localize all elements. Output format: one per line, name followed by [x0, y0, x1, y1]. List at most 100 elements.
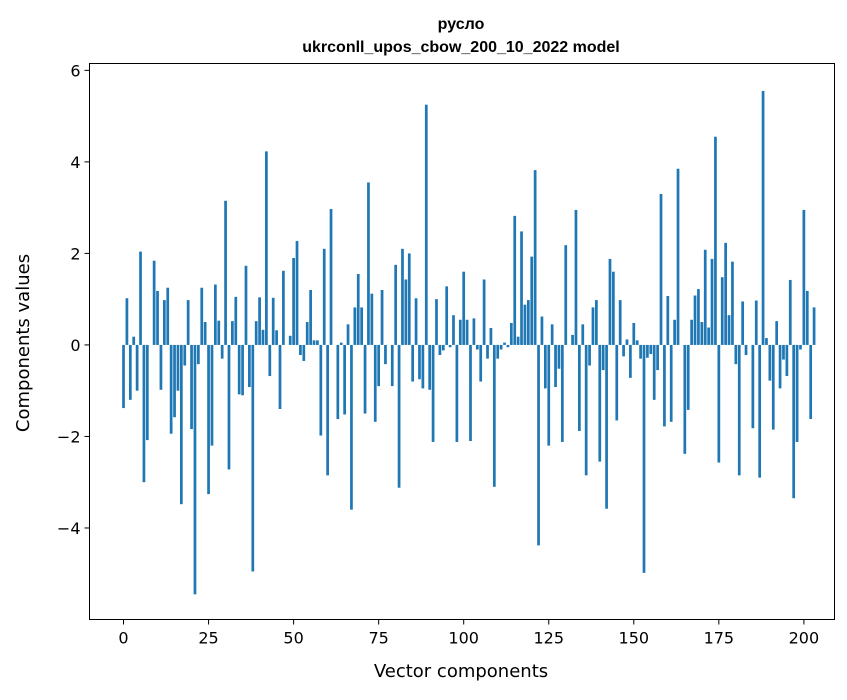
x-tick-label: 50	[283, 629, 303, 648]
bar-197	[792, 345, 795, 498]
x-tick-label: 75	[368, 629, 388, 648]
bar-59	[323, 249, 326, 345]
bar-6	[143, 345, 146, 482]
bar-57	[316, 340, 319, 345]
x-tick-label: 175	[704, 629, 735, 648]
bar-52	[299, 345, 302, 355]
bar-19	[187, 300, 190, 345]
bar-174	[714, 137, 717, 345]
bar-189	[765, 338, 768, 345]
bar-87	[418, 345, 421, 379]
bar-117	[520, 231, 523, 344]
bar-145	[615, 345, 618, 421]
x-tick-label: 200	[789, 629, 820, 648]
bar-173	[711, 259, 714, 345]
bar-0	[122, 345, 125, 408]
bar-30	[224, 201, 227, 345]
bar-193	[779, 345, 782, 388]
bar-150	[632, 323, 635, 345]
bar-79	[391, 345, 394, 386]
bar-192	[775, 321, 778, 345]
bar-40	[258, 297, 261, 345]
bar-86	[415, 298, 418, 345]
y-tick-label: −4	[57, 519, 81, 538]
bar-128	[558, 345, 561, 369]
bar-69	[357, 274, 360, 345]
bar-114	[510, 323, 513, 345]
bar-25	[207, 345, 210, 494]
bar-149	[629, 345, 632, 378]
bar-81	[398, 345, 401, 488]
bar-127	[554, 345, 557, 387]
bar-56	[313, 340, 316, 345]
bar-116	[517, 337, 520, 345]
bar-144	[612, 272, 615, 345]
bar-190	[769, 345, 772, 381]
bar-199	[799, 345, 802, 350]
bar-176	[721, 277, 724, 345]
y-tick-label: 0	[70, 336, 80, 355]
bar-151	[636, 340, 639, 345]
bar-196	[789, 280, 792, 345]
bar-50	[292, 258, 295, 345]
bar-115	[513, 216, 516, 345]
bar-98	[456, 345, 459, 442]
bar-2	[129, 345, 132, 400]
bar-60	[326, 345, 329, 475]
bar-106	[483, 279, 486, 344]
y-tick-label: −2	[57, 427, 81, 446]
bar-75	[377, 345, 380, 386]
bar-26	[211, 345, 214, 446]
x-tick-label: 100	[448, 629, 479, 648]
bar-24	[204, 322, 207, 345]
bar-146	[619, 300, 622, 345]
bar-29	[221, 345, 224, 359]
bar-186	[755, 301, 758, 345]
bar-45	[275, 330, 278, 345]
bar-118	[524, 305, 527, 345]
bar-191	[772, 345, 775, 430]
bar-55	[309, 290, 312, 345]
bar-139	[595, 300, 598, 345]
bar-76	[381, 290, 384, 345]
x-axis-label: Vector components	[374, 661, 548, 682]
bar-36	[245, 266, 248, 345]
bar-167	[690, 320, 693, 345]
bar-163	[677, 169, 680, 345]
bar-130	[564, 245, 567, 345]
bar-77	[384, 345, 387, 364]
bar-112	[503, 343, 506, 345]
bar-142	[605, 345, 608, 509]
bar-96	[449, 345, 452, 347]
bar-39	[255, 321, 258, 345]
bar-91	[432, 345, 435, 442]
bar-33	[234, 297, 237, 345]
bar-53	[302, 345, 305, 361]
bar-109	[493, 345, 496, 487]
x-tick-label: 125	[533, 629, 564, 648]
bar-15	[173, 345, 176, 417]
bar-137	[588, 345, 591, 366]
bar-108	[490, 328, 493, 345]
bar-12	[163, 300, 166, 345]
bar-132	[571, 335, 574, 345]
bar-110	[496, 345, 499, 359]
bar-133	[575, 210, 578, 345]
bar-153	[643, 345, 646, 573]
bar-14	[170, 345, 173, 434]
bar-201	[806, 291, 809, 345]
bar-188	[762, 91, 765, 345]
bar-123	[541, 317, 544, 345]
bar-171	[704, 250, 707, 345]
bar-140	[598, 345, 601, 462]
bar-21	[194, 345, 197, 594]
bar-102	[469, 345, 472, 441]
bar-32	[231, 321, 234, 345]
bar-179	[731, 262, 734, 345]
bar-7	[146, 345, 149, 440]
bar-126	[551, 324, 554, 345]
y-tick-label: 6	[70, 61, 80, 80]
bar-165	[683, 345, 686, 454]
bar-54	[306, 322, 309, 345]
bar-185	[752, 345, 755, 428]
